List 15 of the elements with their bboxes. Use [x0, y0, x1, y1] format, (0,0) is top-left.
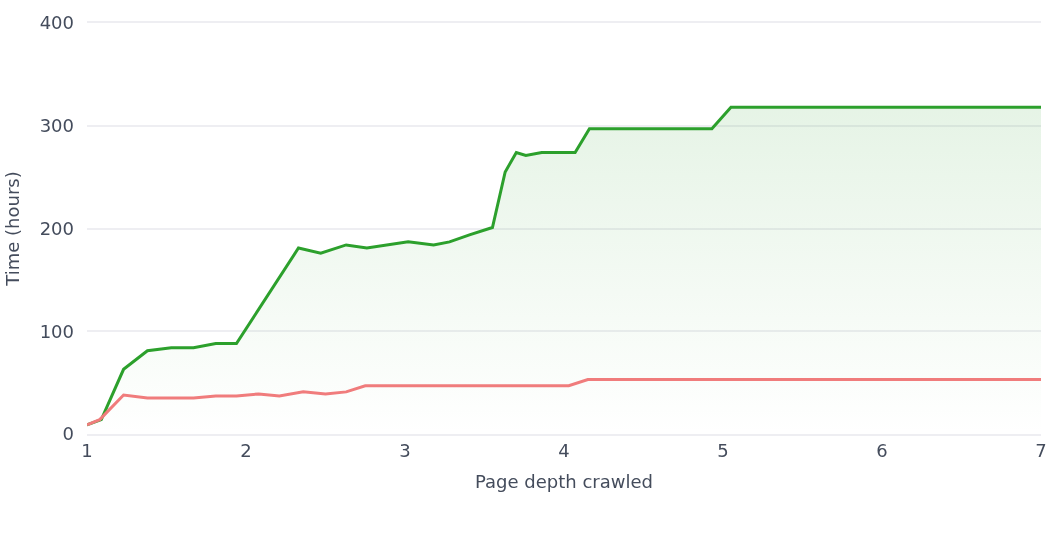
x-tick-label: 5: [717, 440, 729, 462]
y-tick-label: 200: [39, 217, 74, 239]
x-tick-label: 1: [81, 440, 93, 462]
y-tick-label: 400: [39, 12, 74, 34]
x-tick-label: 3: [399, 440, 411, 462]
y-tick-label: 100: [39, 320, 74, 342]
x-tick-label: 4: [558, 440, 570, 462]
y-tick-label: 300: [39, 115, 74, 137]
x-axis-title: Page depth crawled: [475, 470, 653, 492]
line-series: [87, 378, 1041, 427]
y-axis-title: Time (hours): [1, 171, 23, 287]
x-tick-label: 6: [876, 440, 888, 462]
y-tick-label: 0: [62, 423, 74, 445]
x-tick-label: 7: [1035, 440, 1047, 462]
x-tick-label: 2: [240, 440, 252, 462]
